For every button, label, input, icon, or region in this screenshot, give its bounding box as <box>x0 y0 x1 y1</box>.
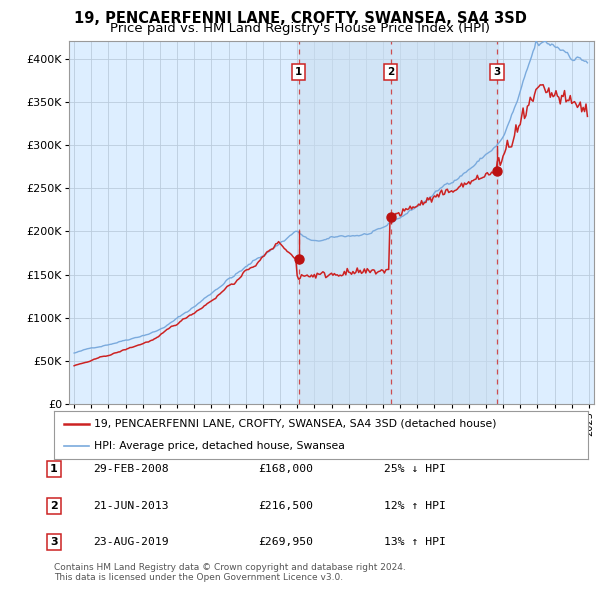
Text: Contains HM Land Registry data © Crown copyright and database right 2024.
This d: Contains HM Land Registry data © Crown c… <box>54 563 406 582</box>
Text: 13% ↑ HPI: 13% ↑ HPI <box>384 537 446 547</box>
Text: 2: 2 <box>50 501 58 510</box>
Text: 25% ↓ HPI: 25% ↓ HPI <box>384 464 446 474</box>
Text: 1: 1 <box>50 464 58 474</box>
Text: 21-JUN-2013: 21-JUN-2013 <box>93 501 169 510</box>
Text: HPI: Average price, detached house, Swansea: HPI: Average price, detached house, Swan… <box>94 441 345 451</box>
Text: 3: 3 <box>493 67 500 77</box>
Text: 1: 1 <box>295 67 302 77</box>
Text: £168,000: £168,000 <box>258 464 313 474</box>
Text: 19, PENCAERFENNI LANE, CROFTY, SWANSEA, SA4 3SD (detached house): 19, PENCAERFENNI LANE, CROFTY, SWANSEA, … <box>94 419 497 429</box>
Text: 19, PENCAERFENNI LANE, CROFTY, SWANSEA, SA4 3SD: 19, PENCAERFENNI LANE, CROFTY, SWANSEA, … <box>74 11 526 25</box>
Text: 2: 2 <box>387 67 394 77</box>
Text: 29-FEB-2008: 29-FEB-2008 <box>93 464 169 474</box>
Text: £216,500: £216,500 <box>258 501 313 510</box>
Text: £269,950: £269,950 <box>258 537 313 547</box>
Text: 12% ↑ HPI: 12% ↑ HPI <box>384 501 446 510</box>
Bar <box>299 41 498 404</box>
Text: 23-AUG-2019: 23-AUG-2019 <box>93 537 169 547</box>
Text: 3: 3 <box>50 537 58 547</box>
Text: Price paid vs. HM Land Registry's House Price Index (HPI): Price paid vs. HM Land Registry's House … <box>110 22 490 35</box>
